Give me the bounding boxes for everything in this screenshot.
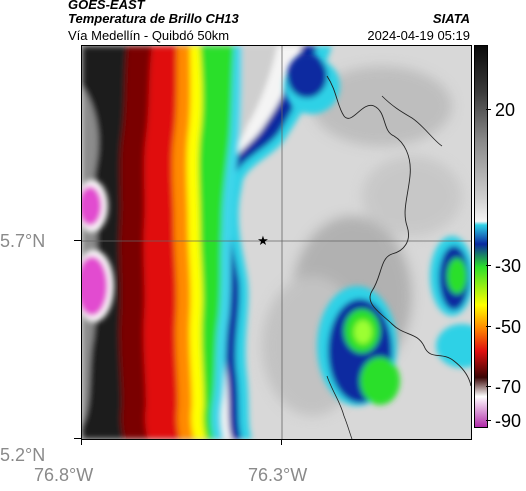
- border-line: [326, 75, 471, 387]
- y-axis-label-5.7N: 5.7°N: [0, 231, 46, 251]
- colorbar-label: -90: [495, 411, 522, 431]
- x-axis-label-76.3W: 76.3°W: [248, 465, 308, 485]
- title-line-1: GOES-EAST: [68, 0, 145, 12]
- satellite-map[interactable]: ★: [81, 45, 472, 440]
- y-axis-label-5.2N: 5.2°N: [0, 445, 46, 465]
- border-line-3: [326, 375, 353, 439]
- colorbar-label: -70: [495, 377, 522, 397]
- colorbar-label: -30: [495, 256, 522, 276]
- timestamp: 2024-04-19 05:19: [367, 28, 470, 43]
- title-line-2: Temperatura de Brillo CH13: [68, 11, 239, 26]
- x-axis-label-76.8W: 76.8°W: [34, 465, 94, 485]
- organization-label: SIATA: [432, 11, 470, 26]
- colorbar-label: 20: [495, 100, 516, 120]
- colorbar-tick: [486, 265, 491, 266]
- y-axis-tick-mark: [74, 438, 81, 439]
- x-axis-tick-mark: [81, 439, 82, 445]
- colorbar-label: -50: [495, 317, 522, 337]
- colorbar-tick: [486, 326, 491, 327]
- brightness-temperature-field: ★: [82, 46, 471, 439]
- colorbar-tick: [486, 386, 491, 387]
- colorbar-tick: [486, 420, 491, 421]
- colorbar: [474, 45, 488, 428]
- colorbar-tick: [486, 109, 491, 110]
- colorbar-gradient: [475, 46, 487, 427]
- subtitle: Vía Medellín - Quibdó 50km: [68, 28, 230, 43]
- border-line-2: [381, 95, 443, 147]
- y-axis-tick-mark: [74, 240, 81, 241]
- x-axis-tick-mark: [281, 439, 282, 445]
- station-star-icon[interactable]: ★: [257, 233, 269, 248]
